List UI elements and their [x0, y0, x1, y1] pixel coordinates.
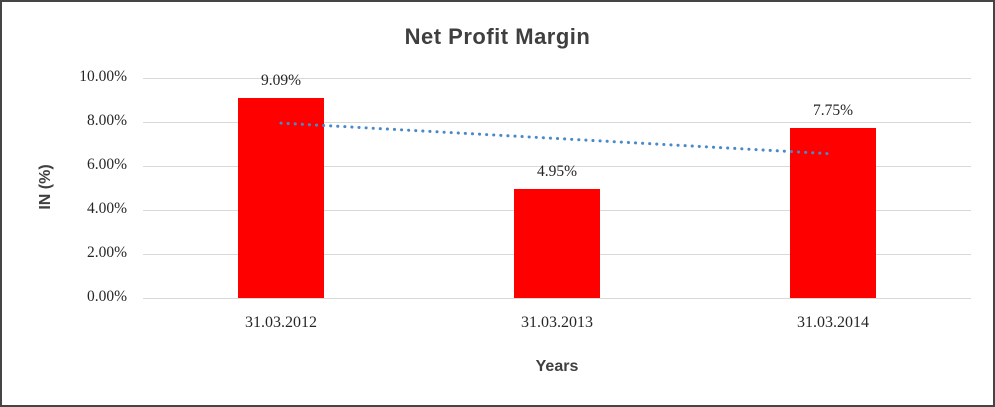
y-tick-label: 0.00%	[86, 288, 127, 305]
bar-data-label: 9.09%	[260, 72, 302, 90]
y-axis-title: IN (%)	[37, 164, 54, 210]
y-tick-label: 8.00%	[86, 112, 127, 129]
bar-31.03.2012	[238, 98, 324, 298]
y-tick-label: 2.00%	[86, 244, 127, 261]
x-category-label: 31.03.2013	[521, 314, 593, 331]
bar-31.03.2014	[790, 127, 876, 298]
gridline-8.00%	[143, 122, 971, 123]
y-tick-label: 6.00%	[86, 156, 127, 173]
gridline-0.00%	[143, 298, 971, 299]
trendline	[279, 121, 835, 156]
y-tick-label: 10.00%	[79, 68, 127, 85]
x-axis-title: Years	[535, 358, 579, 375]
x-category-label: 31.03.2012	[245, 314, 317, 331]
chart-title: Net Profit Margin	[404, 24, 591, 49]
gridline-10.00%	[143, 78, 971, 79]
plot-area: 9.09% 4.95% 7.75%	[143, 72, 971, 299]
y-tick-label: 4.00%	[86, 200, 127, 217]
x-category-label: 31.03.2014	[797, 314, 869, 331]
bar-data-label: 4.95%	[536, 163, 578, 181]
gridline-6.00%	[143, 166, 971, 167]
bar-31.03.2013	[514, 189, 600, 298]
bar-data-label: 7.75%	[812, 101, 854, 119]
